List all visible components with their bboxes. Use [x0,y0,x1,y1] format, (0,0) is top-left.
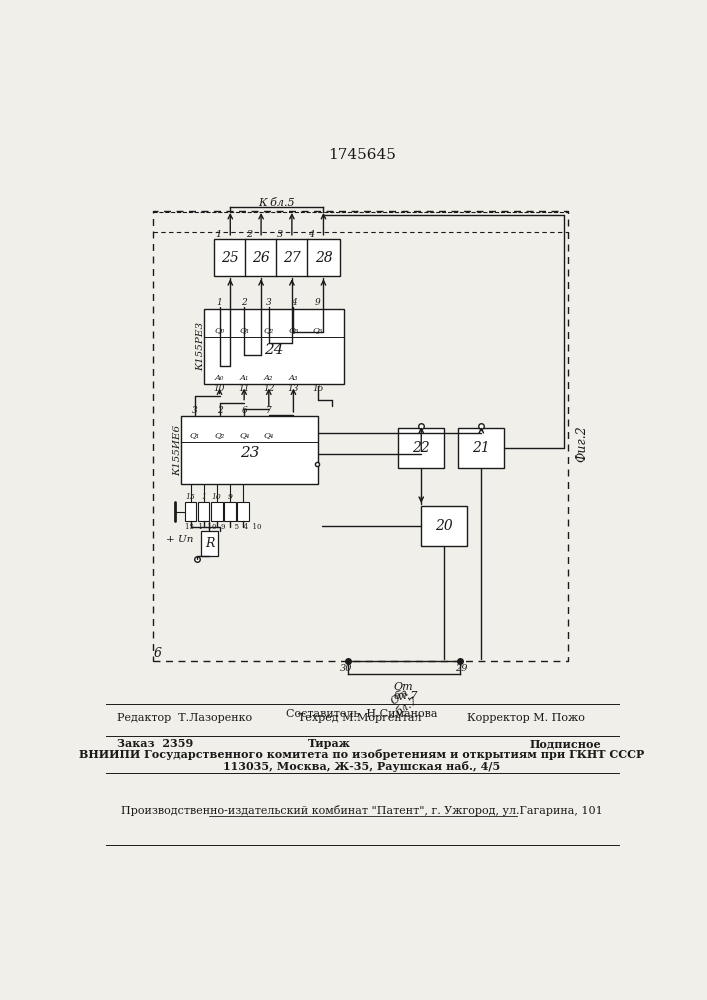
Text: 11: 11 [238,384,250,393]
Text: Техред М.Моргентал: Техред М.Моргентал [298,713,421,723]
Bar [185,502,197,521]
Text: 4: 4 [308,230,315,239]
Text: бл.7: бл.7 [394,691,418,701]
Text: Заказ  2359: Заказ 2359 [117,738,193,749]
Text: Q₂: Q₂ [264,326,274,334]
Text: Подписное: Подписное [529,738,601,749]
Text: A₃: A₃ [288,374,298,382]
Text: Q₃: Q₃ [288,326,298,334]
Text: От: От [394,682,414,692]
Text: 3: 3 [266,298,271,307]
Text: Производственно-издательский комбинат "Патент", г. Ужгород, ул.Гагарина, 101: Производственно-издательский комбинат "П… [121,805,603,816]
Text: 4: 4 [291,298,296,307]
Text: 22: 22 [412,441,430,455]
Text: 29: 29 [455,664,467,673]
Bar [238,502,249,521]
Text: 15: 15 [186,493,196,501]
Bar [308,239,339,276]
Text: 28: 28 [315,251,332,265]
Text: 15  1  10  9    5  4  10: 15 1 10 9 5 4 10 [185,523,262,531]
Text: 15: 15 [312,384,324,393]
Text: 6: 6 [241,406,247,415]
Text: Редактор  Т.Лазоренко: Редактор Т.Лазоренко [117,713,252,723]
Bar [398,428,444,468]
Bar [201,531,218,556]
Text: 1: 1 [215,230,221,239]
Text: 6: 6 [154,647,162,660]
Bar [211,502,223,521]
Text: 25: 25 [221,251,239,265]
Text: 23: 23 [240,446,259,460]
Bar [224,502,235,521]
Bar [214,239,247,276]
Text: Q₃: Q₃ [313,326,323,334]
Text: Тираж: Тираж [308,738,350,749]
Text: 2: 2 [241,298,247,307]
Text: 2: 2 [216,406,223,415]
Text: Составитель  Н.Симанова: Составитель Н.Симанова [286,709,438,719]
Text: 27: 27 [283,251,300,265]
Text: Корректор М. Пожо: Корректор М. Пожо [467,713,585,723]
Bar [198,502,209,521]
Text: 3: 3 [192,406,198,415]
Text: 9: 9 [228,493,233,501]
Text: 10: 10 [214,384,226,393]
Text: Фиг.2: Фиг.2 [575,425,588,462]
Bar [204,309,344,384]
Text: 113035, Москва, Ж-35, Раушская наб., 4/5: 113035, Москва, Ж-35, Раушская наб., 4/5 [223,761,501,772]
Text: ВНИИПИ Государственного комитета по изобретениям и открытиям при ГКНТ СССР: ВНИИПИ Государственного комитета по изоб… [79,749,645,760]
Text: Q₄: Q₄ [239,431,250,439]
Bar [458,428,504,468]
Text: 24: 24 [264,343,284,357]
Text: 9: 9 [315,298,321,307]
Text: + Uп: + Uп [165,535,193,544]
Text: A₀: A₀ [215,374,224,382]
Text: R: R [205,537,214,550]
Bar [421,506,467,546]
Text: 21: 21 [472,441,490,455]
Text: 3: 3 [276,230,283,239]
Text: 13: 13 [288,384,299,393]
Text: От
бл.7: От бл.7 [387,686,420,718]
Text: Q₁: Q₁ [189,431,200,439]
Text: 30: 30 [340,664,353,673]
Text: 20: 20 [436,519,453,533]
Text: Q₁: Q₁ [239,326,250,334]
Bar [181,416,318,484]
Text: К155ИЕ6: К155ИЕ6 [173,425,182,476]
Text: К155РЕ3: К155РЕ3 [197,322,206,371]
Text: 2: 2 [246,230,252,239]
Text: 10: 10 [212,493,222,501]
Bar [245,239,277,276]
Text: A₂: A₂ [264,374,274,382]
Bar [276,239,308,276]
Text: 1745645: 1745645 [328,148,396,162]
Text: 26: 26 [252,251,270,265]
Text: К бл.5: К бл.5 [258,198,295,208]
Text: 7: 7 [266,406,271,415]
Text: 12: 12 [263,384,274,393]
Text: Q₀: Q₀ [214,326,225,334]
Text: Q₂: Q₂ [214,431,225,439]
Text: A₁: A₁ [240,374,249,382]
Text: 1: 1 [201,493,206,501]
Text: 1: 1 [216,298,223,307]
Text: Q₄: Q₄ [264,431,274,439]
